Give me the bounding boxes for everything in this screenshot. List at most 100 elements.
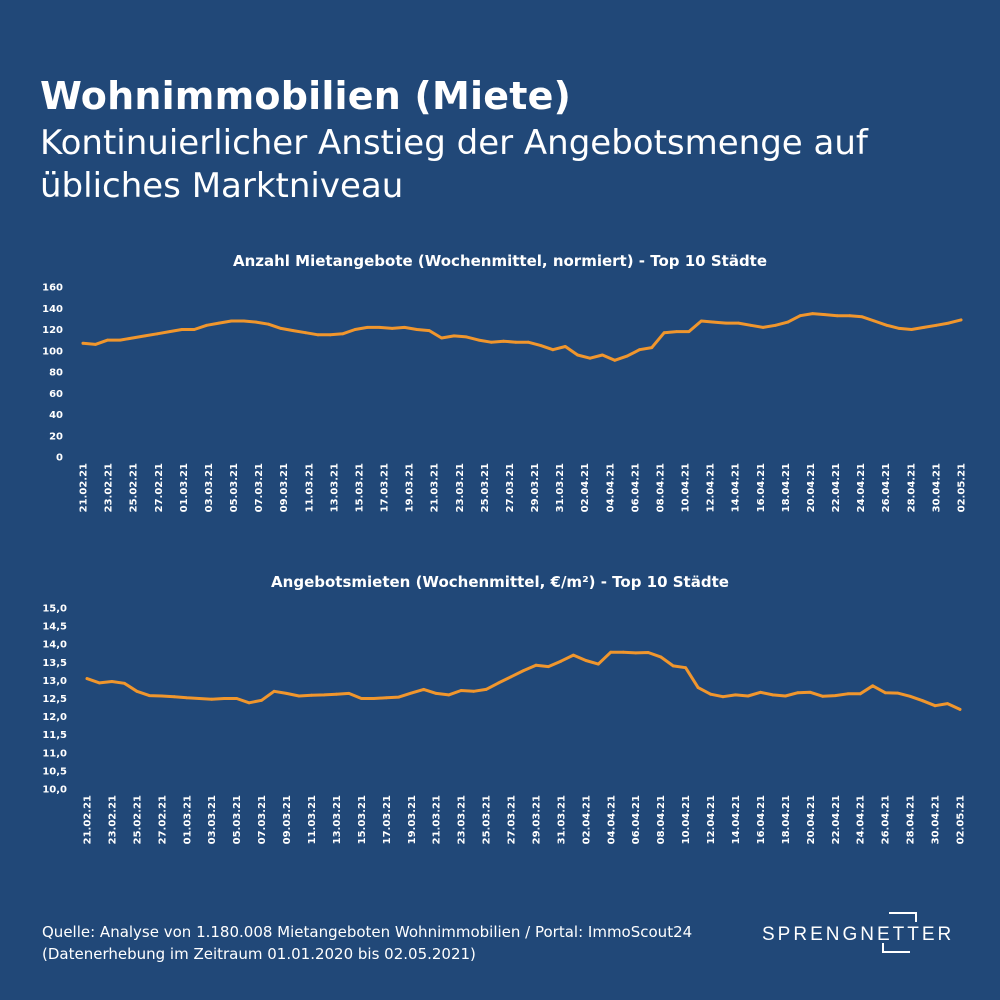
x-tick-label: 25.03.21 <box>480 463 491 512</box>
data-point <box>366 326 369 329</box>
data-point <box>534 663 538 667</box>
x-tick-label: 01.03.21 <box>179 463 190 512</box>
data-point <box>833 694 837 697</box>
data-point <box>675 330 678 333</box>
y-tick-label: 14,0 <box>42 640 67 651</box>
data-point <box>896 691 899 695</box>
data-point <box>222 697 226 700</box>
source-note: Quelle: Analyse von 1.180.008 Mietangebo… <box>42 921 692 965</box>
x-tick-label: 18.04.21 <box>781 795 792 844</box>
data-point <box>684 666 687 670</box>
x-tick-label: 15.03.21 <box>357 795 368 844</box>
x-tick-label: 28.04.21 <box>906 795 917 844</box>
data-point <box>465 335 468 339</box>
data-point <box>328 333 332 337</box>
x-tick-label: 09.03.21 <box>279 463 290 512</box>
data-point <box>285 692 288 695</box>
data-point <box>106 338 110 342</box>
x-tick-label: 03.03.21 <box>207 795 218 844</box>
y-tick-label: 140 <box>42 304 63 315</box>
data-point <box>484 688 488 691</box>
data-point <box>922 326 926 329</box>
x-tick-label: 27.02.21 <box>154 463 165 512</box>
data-point <box>94 343 97 346</box>
data-point <box>143 334 147 338</box>
data-point <box>403 326 406 329</box>
data-point <box>210 697 214 701</box>
data-point <box>247 701 251 705</box>
y-tick-label: 13,0 <box>42 676 67 687</box>
data-point <box>347 692 351 695</box>
x-tick-label: 22.04.21 <box>831 463 842 512</box>
data-point <box>835 314 839 318</box>
x-tick-label: 04.04.21 <box>605 463 616 512</box>
y-tick-label: 15,0 <box>42 604 67 615</box>
y-tick-label: 60 <box>49 389 63 400</box>
data-point <box>551 348 555 352</box>
y-tick-label: 80 <box>49 368 63 379</box>
data-point <box>659 655 663 659</box>
data-point <box>746 694 750 698</box>
data-point <box>279 327 283 330</box>
x-tick-label: 31.03.21 <box>556 795 567 844</box>
data-point <box>737 321 740 325</box>
data-point <box>272 689 276 693</box>
x-tick-label: 21.03.21 <box>430 463 441 512</box>
x-tick-label: 13.03.21 <box>329 463 340 512</box>
data-point <box>734 693 737 697</box>
rents-line-chart: 10,0 10,5 11,0 11,5 12,0 12,5 13,0 13,5 14,0 14,5… <box>42 604 966 845</box>
data-point <box>335 692 338 696</box>
data-point <box>522 669 525 672</box>
data-point <box>933 704 937 708</box>
data-point <box>378 326 382 329</box>
data-point <box>217 321 221 325</box>
data-point <box>539 344 542 347</box>
x-tick-label: 07.03.21 <box>257 795 268 844</box>
x-tick-label: 31.03.21 <box>555 463 566 512</box>
data-point <box>526 340 530 344</box>
data-point <box>908 694 912 698</box>
data-point <box>885 323 889 327</box>
data-point <box>459 689 463 692</box>
data-point <box>808 690 812 694</box>
y-tick-label: 13,5 <box>42 658 67 669</box>
data-point <box>267 322 270 326</box>
data-point <box>897 327 901 330</box>
y-tick-label: 11,5 <box>42 730 67 741</box>
data-point <box>910 328 913 331</box>
chart-title-listings: Anzahl Mietangebote (Wochenmittel, normi… <box>232 252 768 270</box>
data-point <box>316 333 320 337</box>
data-point <box>180 328 184 331</box>
x-tick-label: 06.04.21 <box>630 463 641 512</box>
data-point <box>118 338 122 342</box>
x-tick-label: 15.03.21 <box>354 463 365 512</box>
y-tick-label: 10,5 <box>42 766 67 777</box>
x-tick-label: 02.04.21 <box>581 795 592 844</box>
data-point <box>671 664 675 668</box>
data-point <box>848 314 852 318</box>
data-point <box>761 326 765 329</box>
data-point <box>563 345 567 348</box>
x-tick-label: 21.03.21 <box>432 795 443 844</box>
x-tick-label: 23.02.21 <box>107 795 118 844</box>
data-point <box>662 331 666 335</box>
data-point <box>477 338 481 342</box>
y-tick-label: 12,5 <box>42 694 67 705</box>
data-point <box>434 692 438 695</box>
data-point <box>341 332 345 336</box>
data-point <box>786 320 790 324</box>
data-point <box>427 329 431 332</box>
data-point <box>638 348 641 352</box>
y-tick-label: 11,0 <box>42 748 67 759</box>
x-tick-label: 10.04.21 <box>681 463 692 512</box>
x-tick-label: 25.03.21 <box>482 795 493 844</box>
x-tick-label: 23.03.21 <box>457 795 468 844</box>
data-point <box>172 695 176 699</box>
data-point <box>360 697 363 700</box>
data-point <box>798 314 802 318</box>
data-point <box>390 327 394 330</box>
data-point <box>85 677 89 680</box>
data-point <box>514 340 518 344</box>
x-tick-label: 07.03.21 <box>254 463 265 512</box>
data-point <box>297 694 301 698</box>
